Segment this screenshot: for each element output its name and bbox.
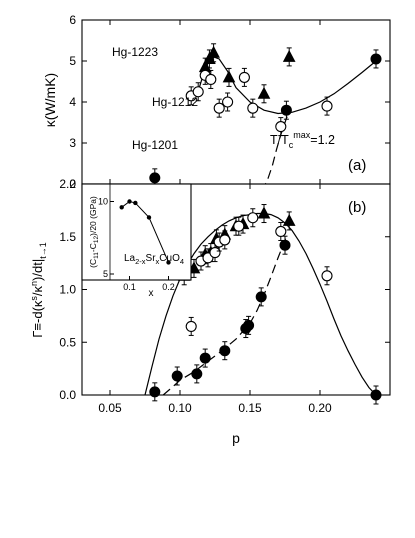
panel-b-x-tick-label: 0.20 bbox=[308, 401, 332, 415]
panel-b-point-hg-1212 bbox=[209, 247, 221, 259]
panel-b-ylabel: Γ≡-d(κs/κn)/dt|t→1 bbox=[29, 242, 48, 337]
panel-b-point-hg-1223 bbox=[282, 213, 296, 226]
panel-a-y-tick-label: 6 bbox=[69, 13, 76, 27]
panel-a-y-tick-label: 2 bbox=[69, 177, 76, 191]
panel-a-ylabel: κ(W/mK) bbox=[42, 73, 58, 127]
panel-a-point-hg-1212 bbox=[192, 86, 204, 98]
inset-point bbox=[146, 215, 152, 220]
panel-b-point-hg-1201 bbox=[149, 386, 161, 398]
panel-a-point-hg-1201 bbox=[280, 104, 292, 116]
inset-point bbox=[166, 260, 171, 265]
panel-a-point-hg-1212 bbox=[247, 102, 259, 114]
inset-frame bbox=[81, 183, 192, 281]
panel-b-y-tick-label: 1.5 bbox=[59, 230, 76, 244]
panel-b-point-hg-1212 bbox=[233, 220, 245, 232]
panel-a-y-tick-label: 5 bbox=[69, 54, 76, 68]
panel-a-y-ticks: 2 3 4 5 6 bbox=[69, 13, 390, 191]
panel-a-y-tick-label: 3 bbox=[69, 136, 76, 150]
panel-a-dashed-curve bbox=[264, 112, 290, 184]
panel-a-point-hg-1212 bbox=[213, 102, 225, 114]
panel-a-point-hg-1201 bbox=[149, 172, 161, 184]
panel-b-point-hg-1201 bbox=[255, 291, 267, 303]
panel-b-y-tick-label: 0.0 bbox=[59, 388, 76, 402]
series-label-hg-1201: Hg-1201 bbox=[132, 138, 178, 152]
panel-a-label: (a) bbox=[348, 157, 366, 174]
panel-b-point-hg-1201 bbox=[219, 345, 231, 357]
panel-a: 2 3 4 5 6 κ(W/mK) Hg-1223 Hg-1212 Hg-1201 T/… bbox=[42, 13, 391, 191]
panel-b-y-tick-label: 1.0 bbox=[59, 283, 76, 297]
inset-point bbox=[127, 199, 132, 204]
panel-b-point-hg-1201 bbox=[199, 352, 211, 364]
panel-a-point-hg-1212 bbox=[321, 100, 333, 112]
panel-b-point-hg-1212 bbox=[321, 270, 333, 282]
panel-b-point-hg-1201 bbox=[279, 239, 291, 251]
panel-a-point-hg-1223 bbox=[282, 49, 296, 62]
inset-point bbox=[133, 200, 138, 206]
panel-b-point-hg-1201 bbox=[191, 368, 203, 380]
panel-a-point-hg-1212 bbox=[205, 73, 217, 85]
temperature-annotation: T/Tcmax=1.2 bbox=[270, 130, 335, 150]
panel-a-x-ticks bbox=[109, 20, 321, 184]
inset-line bbox=[119, 199, 171, 265]
series-label-hg-1223: Hg-1223 bbox=[112, 45, 158, 59]
panel-b-point-hg-1212 bbox=[185, 320, 197, 332]
inset-ticks: 0.1 0.2 5 10 bbox=[98, 184, 175, 292]
panel-a-point-hg-1212 bbox=[238, 71, 250, 83]
panel-b-point-hg-1201 bbox=[370, 389, 382, 401]
inset-ylabel: (C11-C12)/20 (GPa) bbox=[88, 196, 100, 268]
panel-b-point-hg-1212 bbox=[219, 234, 231, 246]
panel-a-curves bbox=[196, 56, 377, 184]
panel-a-point-hg-1223 bbox=[207, 45, 220, 58]
panel-b-x-tick-label: 0.10 bbox=[168, 401, 192, 415]
inset-chart: 0.1 0.2 5 10 (C11-C12)/20 (GPa) La2-xSrxCuO… bbox=[81, 183, 192, 299]
panel-a-point-hg-1223 bbox=[257, 86, 271, 99]
panel-a-point-hg-1223 bbox=[222, 70, 236, 83]
panel-b: 0.00.51.01.52.0 0.05 0.10 0.15 0.20 Γ≡-d(κs… bbox=[29, 177, 391, 446]
series-label-hg-1212: Hg-1212 bbox=[152, 95, 198, 109]
inset-y-tick-label: 5 bbox=[103, 269, 108, 279]
panel-b-x-tick-label: 0.05 bbox=[98, 401, 122, 415]
panel-b-point-hg-1212 bbox=[275, 225, 287, 238]
panel-b-point-hg-1201 bbox=[243, 319, 255, 331]
inset-point bbox=[119, 205, 124, 210]
inset-x-tick-label: 0.2 bbox=[162, 282, 175, 292]
panel-a-points bbox=[149, 43, 382, 188]
inset-x-tick-label: 0.1 bbox=[123, 282, 136, 292]
panel-a-point-hg-1212 bbox=[275, 121, 287, 133]
panel-b-y-tick-label: 0.5 bbox=[59, 335, 76, 349]
panel-b-point-hg-1223 bbox=[257, 206, 271, 219]
panel-a-point-hg-1223 bbox=[203, 51, 216, 64]
panel-b-y-tick-label: 2.0 bbox=[59, 177, 76, 191]
panel-b-label: (b) bbox=[348, 199, 366, 216]
panel-b-x-tick-label: 0.15 bbox=[238, 401, 262, 415]
panel-a-y-tick-label: 4 bbox=[69, 95, 76, 109]
inset-y-tick-label: 10 bbox=[98, 197, 108, 207]
panel-b-point-hg-1212 bbox=[247, 212, 259, 224]
panel-a-point-hg-1212 bbox=[222, 96, 234, 108]
inset-compound-label: La2-xSrxCuO4 bbox=[124, 253, 184, 266]
panel-a-point-hg-1201 bbox=[370, 53, 382, 65]
panel-b-y-ticks: 0.0 0.5 1.0 1.5 2.0 bbox=[59, 177, 390, 402]
panel-b-xlabel: p bbox=[232, 430, 240, 446]
panel-b-point-hg-1201 bbox=[171, 370, 183, 382]
inset-xlabel: x bbox=[149, 288, 154, 299]
